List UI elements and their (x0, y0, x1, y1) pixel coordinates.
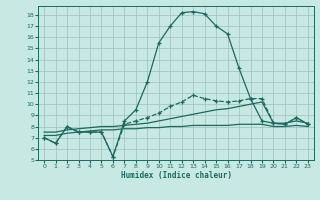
X-axis label: Humidex (Indice chaleur): Humidex (Indice chaleur) (121, 171, 231, 180)
